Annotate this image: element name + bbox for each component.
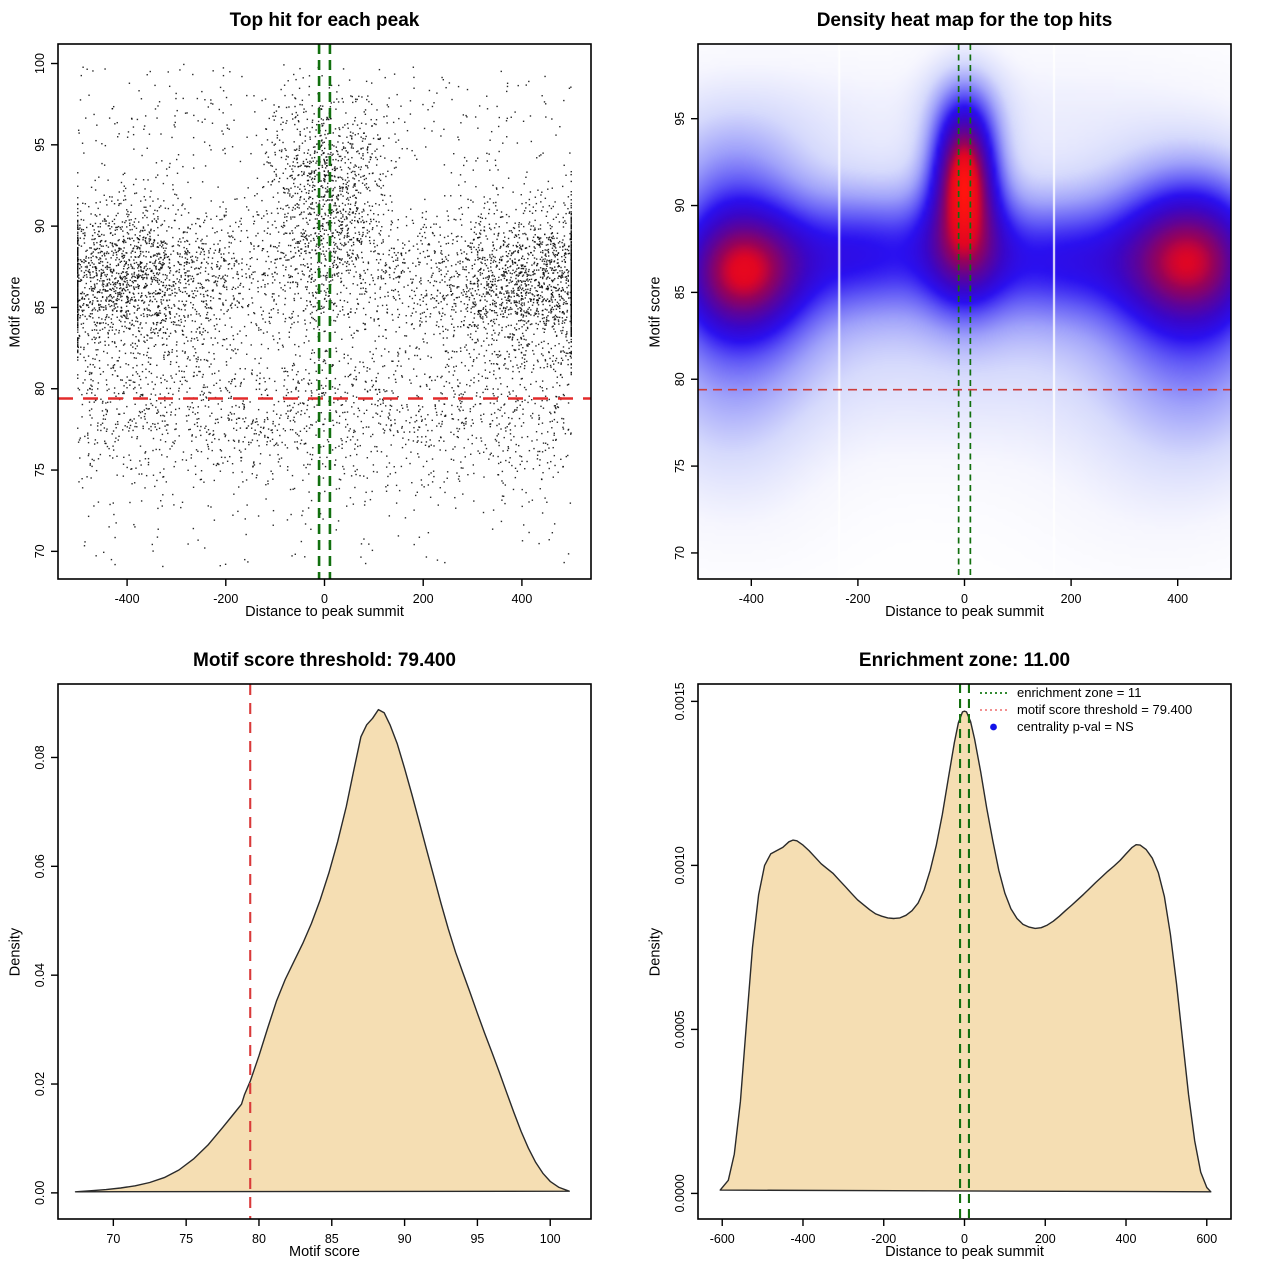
panel-title: Motif score threshold: 79.400 — [193, 650, 456, 671]
heatmap-canvas — [698, 44, 1231, 579]
y-axis-label: Density — [647, 927, 663, 977]
x-tick-label: -200 — [871, 1232, 896, 1246]
y-tick-label: 0.0005 — [673, 1010, 687, 1048]
y-tick-label: 0.0015 — [673, 682, 687, 720]
y-tick-label: 75 — [33, 463, 47, 477]
x-tick-label: 200 — [1061, 592, 1082, 606]
y-tick-label: 0.08 — [33, 745, 47, 769]
panel-scatter: -400 -200 0 200 400 70 75 80 85 90 95 100 Top hit f… — [0, 0, 640, 640]
x-tick-label: 85 — [325, 1232, 339, 1246]
x-tick-label: 95 — [470, 1232, 484, 1246]
panel-score-density: 70 75 80 85 90 95 100 0.00 0.02 0.04 0.06 0.08 Moti… — [0, 640, 640, 1280]
x-tick-label: 70 — [106, 1232, 120, 1246]
y-tick-label: 95 — [673, 112, 687, 126]
x-axis-label: Distance to peak summit — [885, 604, 1044, 620]
x-tick-label: -400 — [739, 592, 764, 606]
x-tick-label: -400 — [790, 1232, 815, 1246]
x-tick-label: 400 — [1167, 592, 1188, 606]
x-tick-label: -400 — [115, 592, 140, 606]
plot-box — [697, 683, 1232, 1220]
x-tick-label: 400 — [1116, 1232, 1137, 1246]
scatter-points-canvas — [58, 44, 591, 579]
y-axis-label: Density — [7, 927, 23, 977]
x-tick-label: -200 — [213, 592, 238, 606]
y-tick-label: 0.0010 — [673, 846, 687, 884]
y-tick-label: 80 — [673, 372, 687, 386]
y-tick-label: 75 — [673, 459, 687, 473]
y-tick-label: 0.04 — [33, 963, 47, 987]
y-axis-label: Motif score — [647, 276, 663, 348]
y-tick-label: 0.06 — [33, 854, 47, 878]
x-tick-label: 400 — [511, 592, 532, 606]
y-tick-label: 85 — [33, 300, 47, 314]
plot-box — [697, 43, 1232, 580]
plot-box — [57, 43, 592, 580]
x-tick-label: 0 — [961, 1232, 968, 1246]
legend-label: enrichment zone = 11 — [1017, 685, 1141, 700]
x-tick-label: 0 — [961, 592, 968, 606]
panel-title: Top hit for each peak — [229, 10, 420, 31]
x-tick-label: 80 — [252, 1232, 266, 1246]
x-tick-label: -600 — [710, 1232, 735, 1246]
y-tick-label: 70 — [33, 544, 47, 558]
y-tick-label: 0.0000 — [673, 1174, 687, 1212]
x-axis-label: Distance to peak summit — [245, 604, 404, 620]
panel-distance-density: enrichment zone = 11 motif score threshol… — [640, 640, 1280, 1280]
y-tick-label: 0.00 — [33, 1181, 47, 1205]
y-tick-label: 95 — [33, 138, 47, 152]
y-tick-label: 85 — [673, 285, 687, 299]
x-tick-label: 200 — [413, 592, 434, 606]
panel-title: Enrichment zone: 11.00 — [858, 650, 1071, 671]
y-axis-label: Motif score — [7, 276, 23, 348]
density-curve — [74, 708, 570, 1193]
x-tick-label: 200 — [1035, 1232, 1056, 1246]
legend-label: centrality p-val = NS — [1017, 719, 1134, 734]
score-density-plot: 70 75 80 85 90 95 100 0.00 0.02 0.04 0.06 0.08 — [33, 683, 592, 1246]
x-tick-label: 100 — [540, 1232, 561, 1246]
legend-label: motif score threshold = 79.400 — [1017, 702, 1192, 717]
plot-box — [57, 683, 592, 1220]
x-axis-label: Motif score — [289, 1244, 360, 1260]
x-tick-label: 75 — [179, 1232, 193, 1246]
y-tick-label: 90 — [33, 219, 47, 233]
y-tick-label: 0.02 — [33, 1072, 47, 1096]
x-axis-label: Distance to peak summit — [885, 1244, 1044, 1260]
x-tick-label: 90 — [398, 1232, 412, 1246]
scatter-axes: -400 -200 0 200 400 70 75 80 85 90 95 100 — [33, 43, 592, 606]
x-tick-label: 600 — [1196, 1232, 1217, 1246]
density-curve — [719, 710, 1212, 1193]
distance-density-plot: enrichment zone = 11 motif score threshol… — [673, 682, 1232, 1246]
panel-title: Density heat map for the top hits — [816, 10, 1113, 31]
heatmap-axes: -400 -200 0 200 400 70 75 80 85 90 95 — [673, 43, 1232, 606]
y-tick-label: 90 — [673, 199, 687, 213]
x-tick-label: -200 — [845, 592, 870, 606]
panel-heatmap: -400 -200 0 200 400 70 75 80 85 90 95 Density heat… — [640, 0, 1280, 640]
y-tick-label: 100 — [33, 53, 47, 74]
y-tick-label: 70 — [673, 546, 687, 560]
y-tick-label: 80 — [33, 382, 47, 396]
legend-blue-dot — [990, 723, 997, 731]
x-tick-label: 0 — [321, 592, 328, 606]
